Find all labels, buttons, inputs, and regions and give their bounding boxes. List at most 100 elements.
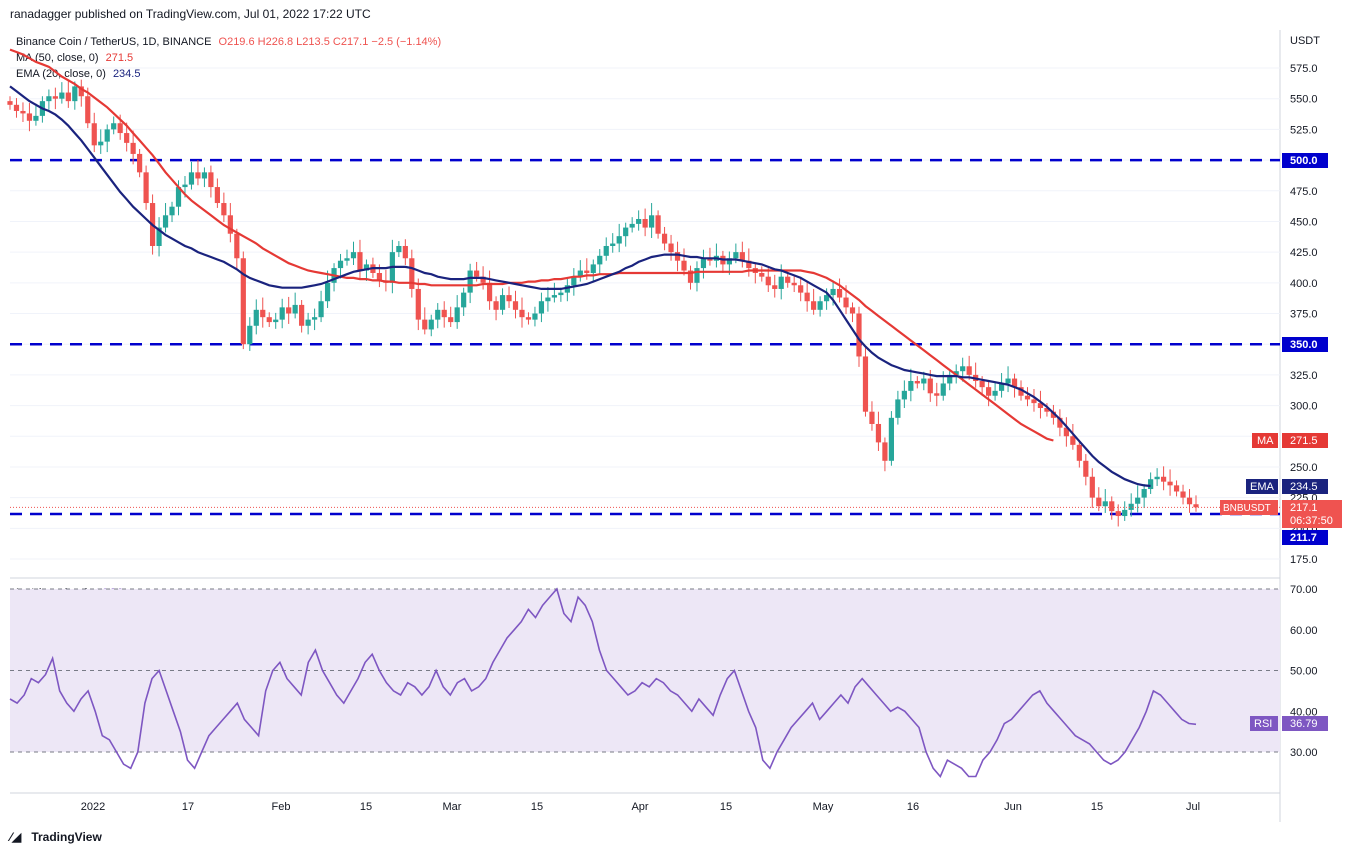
candle-body [299, 304, 305, 326]
price-tick-label: 175.0 [1290, 554, 1318, 566]
tradingview-logo[interactable]: ⁄◢ TradingView [10, 830, 102, 844]
candle-body [376, 272, 383, 281]
candle-body [875, 423, 882, 443]
candle-body [1044, 408, 1050, 412]
candle-body [415, 288, 421, 320]
candle-body [778, 276, 784, 289]
tag-ma: MA 271.5 [1252, 433, 1328, 448]
candle-body [46, 96, 52, 102]
candle-body [538, 301, 545, 314]
candle-body [895, 399, 901, 418]
candle-body [785, 276, 791, 283]
candle-body [707, 258, 713, 261]
candle-body [1180, 491, 1186, 498]
price-tick-label: 450.0 [1290, 216, 1318, 228]
candle-body [266, 317, 272, 323]
candle-body [292, 304, 298, 314]
candle-body [137, 153, 143, 173]
candle-body [577, 270, 583, 277]
candle-body [545, 297, 551, 302]
candle-body [124, 133, 130, 143]
tag-symbol-bg [1220, 500, 1278, 515]
candle-body [759, 272, 765, 277]
candle-body [59, 92, 65, 99]
candle-body [998, 383, 1005, 391]
rsi-tick-label: 60.00 [1290, 625, 1318, 637]
candle-body [499, 295, 506, 310]
candle-body [72, 86, 78, 102]
candle-body [940, 383, 946, 396]
candle-body [201, 172, 208, 179]
candle-body [214, 187, 220, 204]
rsi-levels [10, 588, 1280, 753]
rsi-tick-label: 30.00 [1290, 747, 1318, 759]
candle-body [260, 309, 266, 318]
support-resistance-levels [10, 158, 1280, 516]
tag-price-value: 217.1 [1290, 502, 1318, 514]
candle-body [422, 319, 428, 330]
candle-body [694, 268, 700, 283]
ma50-line [9, 48, 1054, 442]
candle-body [324, 282, 331, 302]
price-axis-unit: USDT [1290, 35, 1320, 47]
candle-body [1167, 481, 1173, 486]
candle-body [1096, 497, 1102, 507]
rsi-tick-label: 50.00 [1290, 666, 1318, 678]
tag-level-350-bg [1282, 337, 1328, 352]
candle-body [525, 317, 532, 320]
tag-ema-label: EMA [1250, 481, 1275, 493]
candle-body [661, 233, 668, 244]
candle-body [435, 309, 441, 320]
candle-body [188, 172, 195, 185]
ema20-line [9, 85, 1151, 488]
candle-body [1154, 476, 1160, 480]
candle-body [733, 252, 739, 259]
tag-rsi-value: 36.79 [1290, 718, 1318, 730]
candle-body [247, 325, 253, 345]
candle-body [273, 319, 279, 323]
ohlc-values: O219.6 H226.8 L213.5 C217.1 −2.5 (−1.14%… [218, 36, 442, 48]
candle-body [1141, 489, 1147, 498]
candle-body [1031, 399, 1037, 404]
candle-body [1076, 444, 1082, 461]
candle-body [234, 233, 240, 259]
candle-body [947, 374, 953, 384]
candle-body [13, 104, 20, 111]
candle-body [344, 258, 350, 261]
ema-value: 234.5 [112, 68, 141, 80]
tag-price: BNBUSDT 217.1 06:37:50 [1220, 500, 1342, 528]
candle-body [493, 301, 499, 310]
candle-body [318, 301, 324, 318]
candle-body [221, 203, 227, 216]
candle-body [992, 390, 998, 396]
candle-body [856, 313, 862, 357]
candle-body [26, 113, 33, 121]
time-tick-label: Feb [272, 801, 291, 813]
candle-body [78, 86, 84, 97]
candle-body [240, 258, 246, 345]
candle-body [7, 101, 13, 105]
candle-body [979, 381, 985, 388]
candle-body [33, 115, 39, 121]
candle-body [927, 378, 933, 394]
candle-body [551, 295, 557, 298]
candle-body [953, 371, 959, 375]
tag-price-bg [1282, 500, 1342, 528]
price-tick-label: 325.0 [1290, 370, 1318, 382]
candle-body [1160, 476, 1167, 482]
candle-body [467, 270, 473, 293]
candle-body [312, 317, 318, 320]
candle-body [441, 309, 447, 318]
candle-body [584, 270, 590, 273]
candle-body [765, 276, 771, 286]
candle-body [402, 245, 408, 259]
candle-body [519, 309, 525, 318]
rsi-line [9, 587, 1197, 778]
rsi-axis-ticks: 70.00 60.00 50.00 40.00 30.00 [1290, 584, 1318, 759]
candle-body [474, 270, 480, 277]
candle-body [882, 442, 888, 461]
candle-body [571, 276, 577, 286]
price-tick-label: 375.0 [1290, 309, 1318, 321]
candle-body [111, 123, 117, 130]
